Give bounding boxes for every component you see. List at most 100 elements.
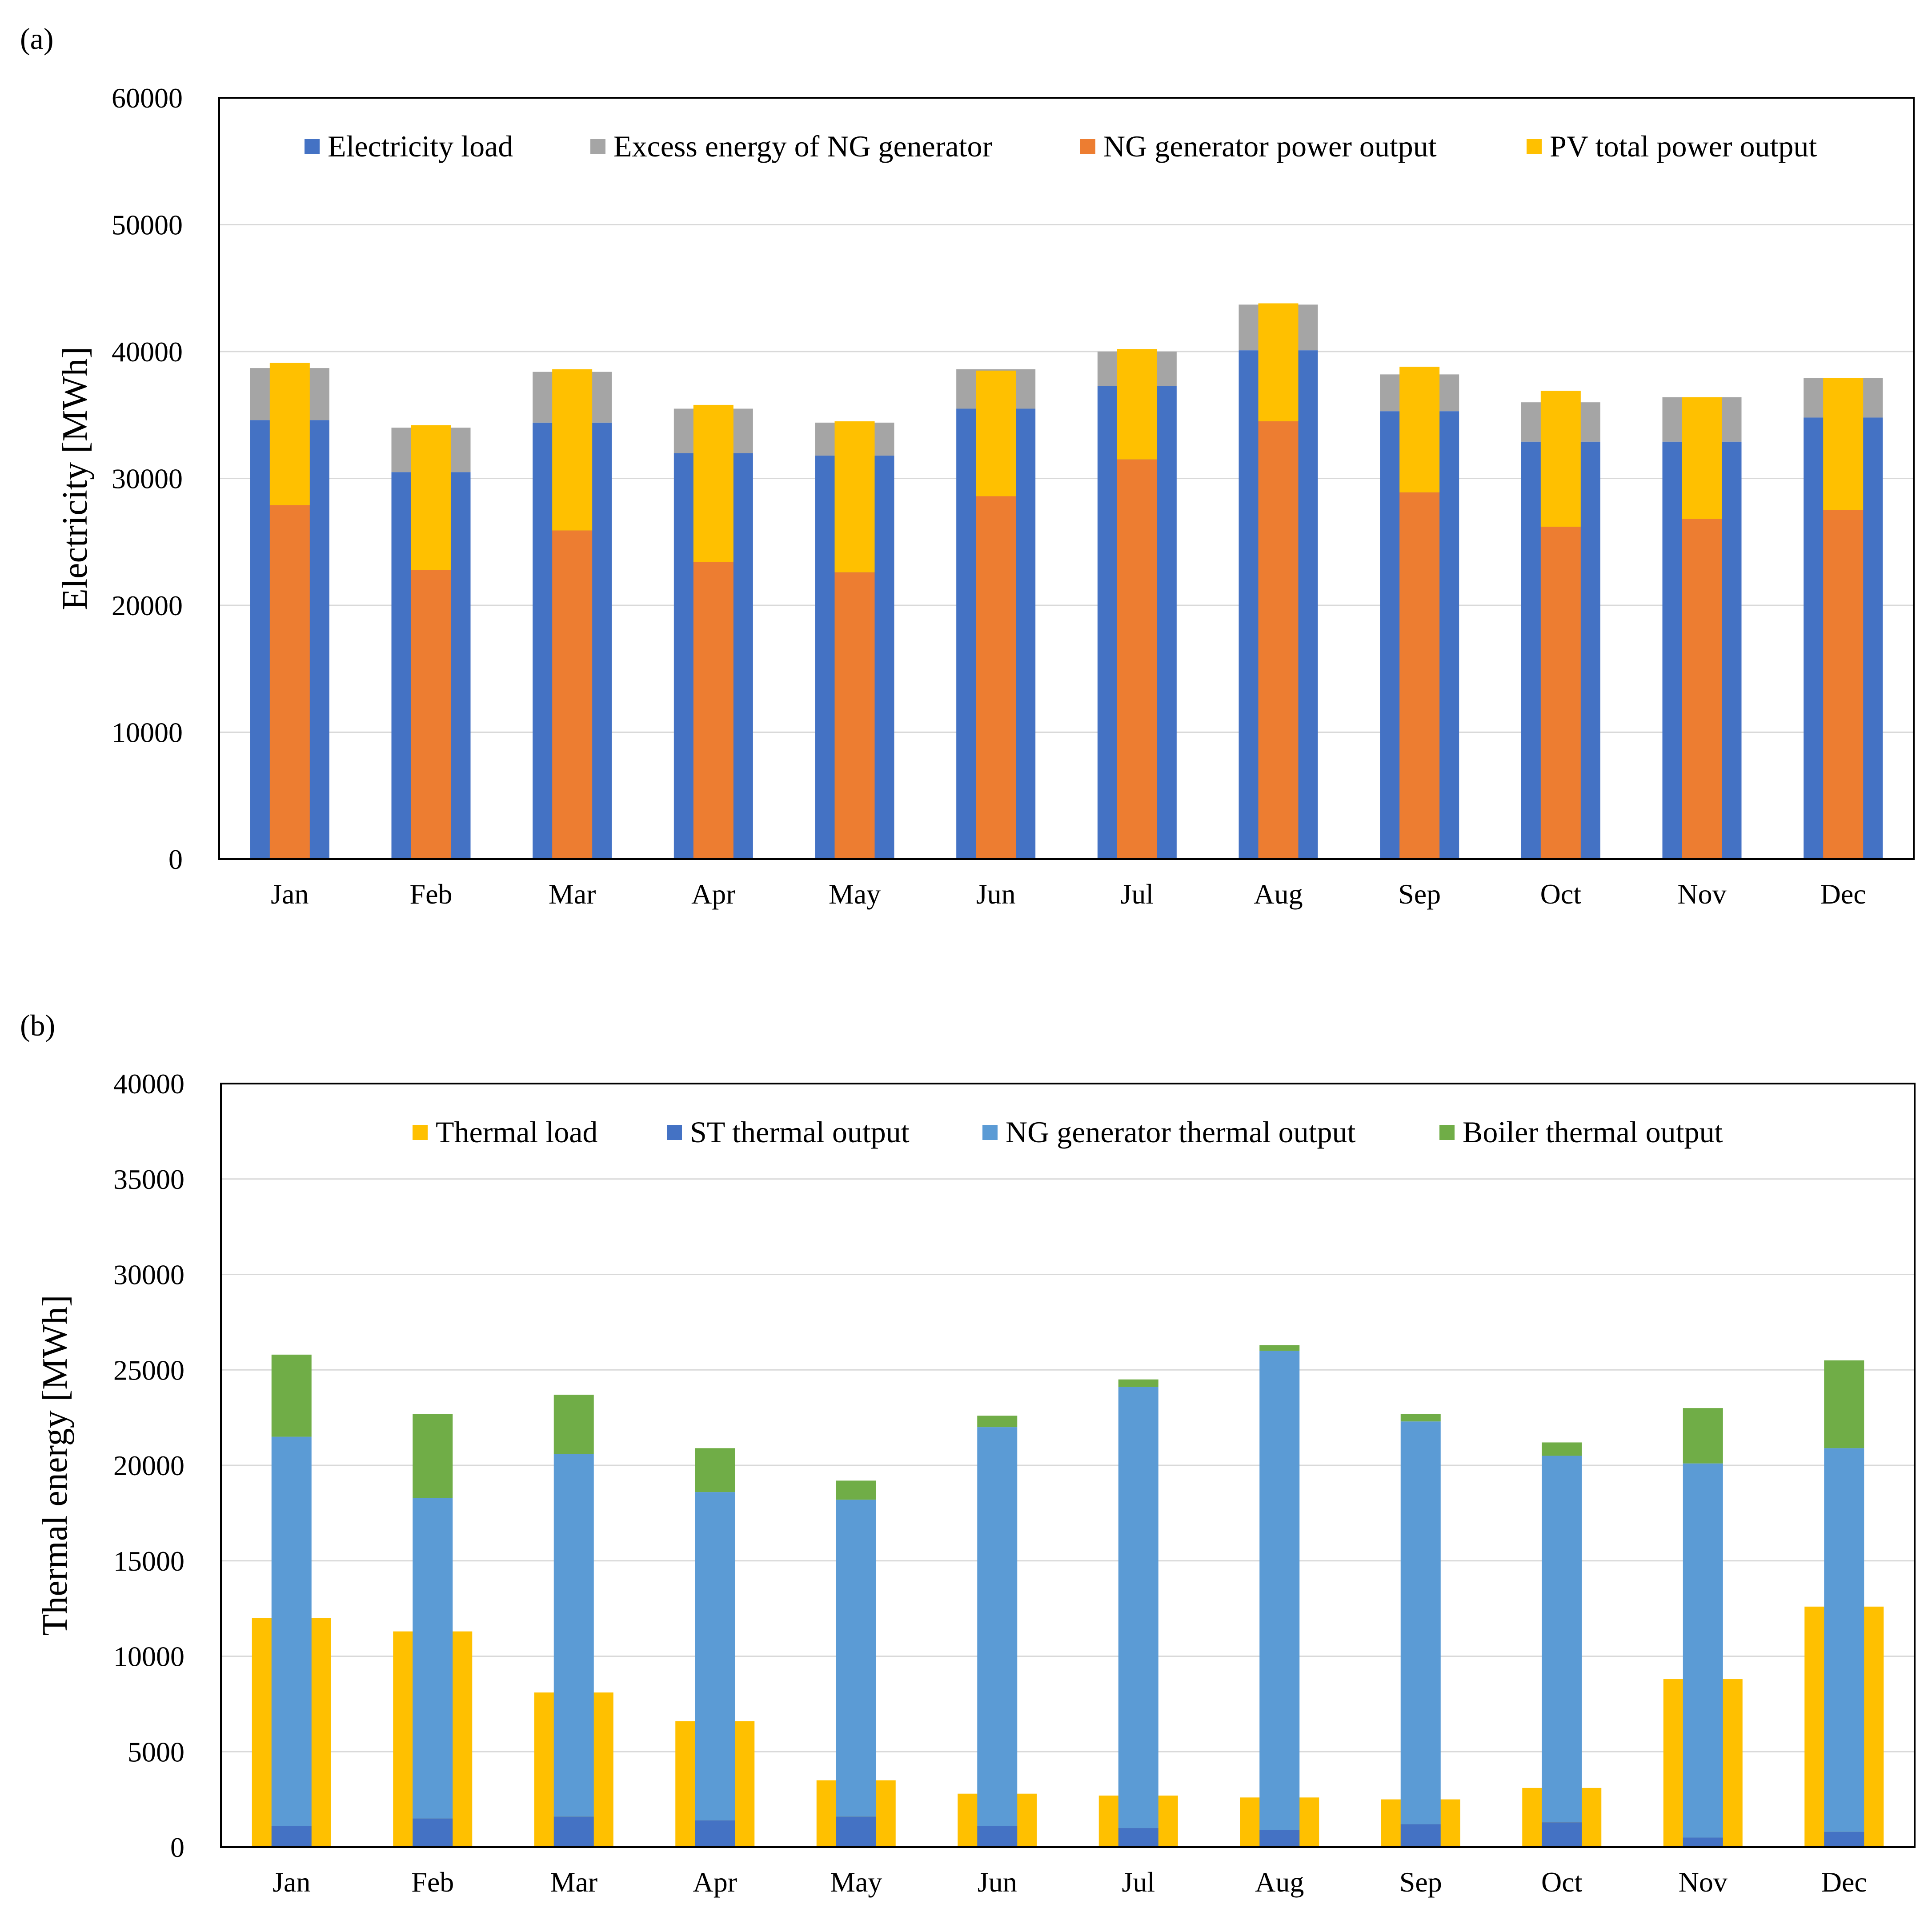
bar-boiler-thermal-output <box>1259 1345 1300 1351</box>
bar-ng-generator-thermal-output <box>1400 1421 1441 1824</box>
x-tick-label: Sep <box>1398 878 1441 910</box>
bar-ng-generator-thermal-output <box>1542 1456 1582 1823</box>
y-tick-label: 40000 <box>113 1068 184 1100</box>
x-tick-label: Oct <box>1540 878 1582 910</box>
legend-swatch <box>1439 1125 1455 1140</box>
bar-ng-generator-power-output <box>1540 526 1581 859</box>
bar-ng-generator-power-output <box>1399 492 1440 859</box>
bar-ng-generator-power-output <box>411 570 451 859</box>
x-tick-label: Aug <box>1254 878 1303 910</box>
bar-st-thermal-output <box>413 1818 453 1847</box>
bar-st-thermal-output <box>1400 1824 1441 1847</box>
bar-pv-total-power-output <box>411 425 451 570</box>
legend-swatch <box>1527 139 1542 154</box>
bar-ng-generator-thermal-output <box>1683 1463 1723 1838</box>
chart-panel-a: (a) 0 10000 20000 30000 40000 50000 60000 Electr… <box>20 22 1915 910</box>
plot-frame <box>218 97 1915 860</box>
bar-pv-total-power-output <box>834 421 875 572</box>
x-tick-label: Jan <box>273 1866 310 1898</box>
bar-ng-generator-thermal-output <box>553 1454 594 1817</box>
bar-pv-total-power-output <box>552 369 593 531</box>
x-tick-label: Jan <box>271 878 309 910</box>
y-tick-label: 15000 <box>113 1545 184 1577</box>
x-tick-label: Dec <box>1820 878 1866 910</box>
y-tick-label: 5000 <box>128 1736 184 1768</box>
y-tick-label: 35000 <box>113 1164 184 1195</box>
bar-st-thermal-output <box>977 1826 1018 1847</box>
bar-pv-total-power-output <box>976 370 1016 496</box>
chart-panel-b: (b) 0 5000 10000 15000 20000 25000 30000 35000 40… <box>20 1008 1916 1898</box>
bar-ng-generator-power-output <box>552 530 593 859</box>
bar-st-thermal-output <box>1542 1822 1582 1847</box>
bar-pv-total-power-output <box>1399 367 1440 492</box>
bar-boiler-thermal-output <box>1400 1414 1441 1422</box>
x-tick-label: Nov <box>1677 878 1726 910</box>
panel-label: (b) <box>20 1008 55 1042</box>
bar-st-thermal-output <box>836 1816 876 1847</box>
bar-pv-total-power-output <box>1540 391 1581 527</box>
bar-ng-generator-thermal-output <box>1824 1448 1864 1832</box>
bar-boiler-thermal-output <box>695 1448 735 1492</box>
legend-entry: NG generator power output <box>1103 129 1437 163</box>
x-tick-label: Jul <box>1122 1866 1155 1898</box>
x-tick-label: Nov <box>1679 1866 1728 1898</box>
bar-st-thermal-output <box>695 1820 735 1847</box>
x-tick-label: Sep <box>1399 1866 1442 1898</box>
bar-pv-total-power-output <box>269 363 310 505</box>
legend-swatch <box>982 1125 998 1140</box>
legend-swatch <box>413 1125 428 1140</box>
bar-ng-generator-power-output <box>1258 421 1299 859</box>
bar-ng-generator-power-output <box>269 505 310 859</box>
legend-entry: ST thermal output <box>690 1115 910 1149</box>
y-tick-label: 0 <box>170 1832 184 1863</box>
bar-ng-generator-thermal-output <box>977 1427 1018 1826</box>
x-tick-label: May <box>829 878 881 910</box>
y-axis-title: Thermal energy [MWh] <box>36 1295 75 1636</box>
legend-entry: Electricity load <box>328 129 513 163</box>
bar-boiler-thermal-output <box>836 1480 876 1500</box>
legend-entry: Excess energy of NG generator <box>613 129 993 163</box>
x-tick-label: Feb <box>411 1866 454 1898</box>
bar-st-thermal-output <box>1824 1832 1864 1847</box>
bar-boiler-thermal-output <box>271 1354 312 1437</box>
legend-swatch <box>1080 139 1095 154</box>
y-tick-label: 10000 <box>113 1641 184 1672</box>
y-tick-label: 40000 <box>112 336 183 368</box>
bar-st-thermal-output <box>271 1826 312 1847</box>
x-tick-label: Aug <box>1255 1866 1304 1898</box>
legend-swatch <box>305 139 320 154</box>
y-tick-label: 0 <box>168 844 183 875</box>
bar-st-thermal-output <box>1118 1828 1158 1847</box>
bar-st-thermal-output <box>1259 1830 1300 1847</box>
legend-entry: NG generator thermal output <box>1006 1115 1356 1149</box>
y-tick-label: 20000 <box>113 1450 184 1481</box>
y-tick-label: 25000 <box>113 1354 184 1386</box>
bar-ng-generator-power-output <box>834 572 875 859</box>
y-tick-label: 10000 <box>112 717 183 748</box>
bar-boiler-thermal-output <box>1118 1379 1158 1387</box>
legend-entry: Boiler thermal output <box>1463 1115 1723 1149</box>
x-tick-label: Mar <box>550 1866 597 1898</box>
y-axis-title: Electricity [MWh] <box>56 347 95 610</box>
bar-ng-generator-thermal-output <box>836 1500 876 1817</box>
y-tick-label: 30000 <box>113 1259 184 1291</box>
y-tick-label: 20000 <box>112 590 183 621</box>
x-tick-label: Apr <box>691 878 736 910</box>
x-tick-label: Jun <box>976 878 1016 910</box>
bar-ng-generator-thermal-output <box>413 1498 453 1819</box>
bar-pv-total-power-output <box>1258 303 1299 422</box>
bar-ng-generator-thermal-output <box>695 1492 735 1820</box>
bar-ng-generator-power-output <box>1682 519 1722 859</box>
x-tick-label: Mar <box>549 878 596 910</box>
bar-boiler-thermal-output <box>1683 1408 1723 1464</box>
bar-boiler-thermal-output <box>1542 1442 1582 1456</box>
bar-pv-total-power-output <box>693 404 734 562</box>
plot-frame <box>220 1083 1916 1848</box>
bar-ng-generator-power-output <box>693 562 734 859</box>
bar-ng-generator-thermal-output <box>271 1436 312 1826</box>
bar-boiler-thermal-output <box>977 1416 1018 1428</box>
bar-st-thermal-output <box>1683 1837 1723 1847</box>
x-tick-label: Feb <box>410 878 453 910</box>
bar-pv-total-power-output <box>1682 397 1722 519</box>
